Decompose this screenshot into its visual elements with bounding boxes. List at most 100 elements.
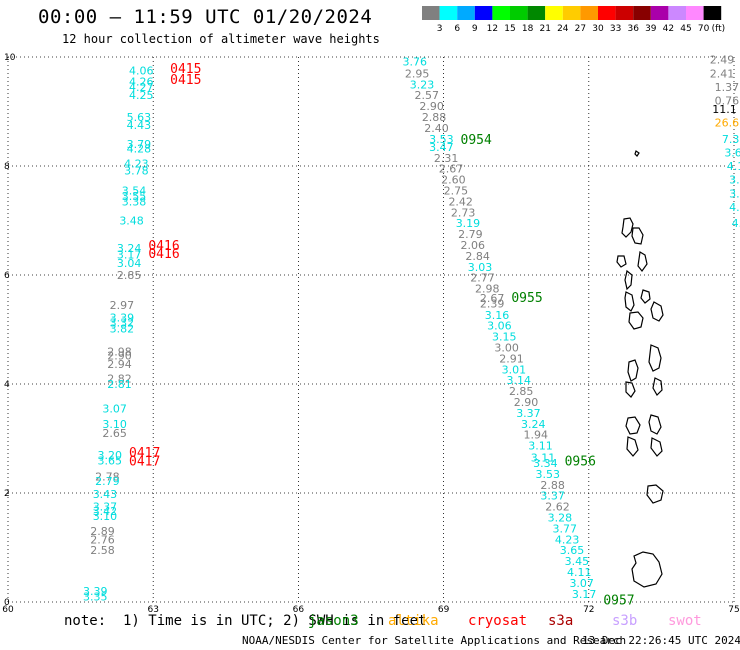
- wave-height-label: 2.58: [90, 544, 115, 557]
- wave-height-label: 2.65: [102, 427, 127, 440]
- wave-height-label: 2.95: [405, 67, 430, 80]
- wave-height-label: 3.32: [110, 316, 135, 329]
- y-tick-label: 2: [4, 489, 10, 499]
- map-title: 00:00 – 11:59 UTC 01/20/2024: [38, 6, 373, 28]
- wave-height-label: 3.28: [548, 512, 573, 525]
- wave-height-label: 3.39: [83, 585, 108, 598]
- wave-height-label: 3.77: [553, 522, 578, 535]
- colorbar-label: 6: [454, 24, 460, 34]
- wave-height-label: 3.10: [93, 510, 118, 523]
- wave-height-label: 3.: [729, 187, 740, 200]
- wave-height-label: 3.76: [402, 55, 427, 68]
- wave-height-label: 2.79: [95, 475, 120, 488]
- wave-height-label: 11.1: [712, 103, 737, 116]
- island-outline: [648, 414, 663, 457]
- colorbar-swatch: [545, 6, 563, 20]
- y-tick-label: 8: [4, 162, 10, 172]
- colorbar-swatch: [633, 6, 651, 20]
- wave-height-label: 3.16: [485, 309, 510, 322]
- wave-height-label: 0.76: [715, 95, 740, 108]
- colorbar-swatch: [703, 6, 722, 20]
- legend-note: note: 1) Time is in UTC; 2) SWH is in fe…: [64, 613, 427, 629]
- pass-time-label: 0957: [603, 593, 634, 608]
- colorbar-label: 3: [437, 24, 443, 34]
- colorbar-label: 9: [472, 24, 478, 34]
- y-tick-label: 4: [4, 380, 10, 390]
- wave-height-label: 3.14: [507, 374, 532, 387]
- wave-height-label: 3.07: [569, 577, 594, 590]
- wave-height-label: 4.28: [127, 143, 152, 156]
- wave-height-label: 2.84: [465, 250, 490, 263]
- wave-height-label: 3.43: [93, 488, 118, 501]
- wave-height-label: 3.17: [572, 588, 597, 601]
- altimeter-map: 60 63 66 69 72 75 0 2 4 6 8 10 4.064.264.274.25 5.6…: [2, 53, 740, 612]
- wave-height-label: 4.23: [555, 533, 580, 546]
- map-subtitle: 12 hour collection of altimeter wave hei…: [62, 32, 380, 46]
- wave-height-label: 3.53: [429, 133, 454, 146]
- colorbar-label: 24: [557, 24, 569, 34]
- x-tick-label: 60: [2, 605, 14, 612]
- wave-height-label: 4.11: [567, 566, 592, 579]
- y-axis-ticks: 0 2 4 6 8 10: [4, 53, 16, 608]
- y-tick-label: 0: [4, 598, 10, 608]
- wave-height-label: 3.37: [516, 407, 541, 420]
- wave-height-label: 2.76: [90, 533, 115, 546]
- colorbar-unit: (ft): [712, 24, 726, 34]
- wave-height-label: 1.37: [715, 81, 740, 94]
- wave-height-label: 2.49: [710, 54, 735, 67]
- colorbar-swatch: [615, 6, 634, 20]
- wave-height-label: 3.07: [102, 403, 127, 416]
- wave-height-label: 2.88: [422, 111, 447, 124]
- wave-height-label: 3.65: [98, 454, 123, 467]
- pass-time-label: 0415: [170, 62, 201, 77]
- colorbar-swatch: [457, 6, 475, 20]
- wave-height-label: 3.45: [565, 555, 590, 568]
- wave-height-label: 3.47: [429, 141, 454, 154]
- wave-height-label: 3.04: [117, 257, 141, 270]
- wave-height-label: 3.: [729, 174, 740, 187]
- x-axis-ticks: 60 63 66 69 72 75: [2, 605, 739, 612]
- wave-height-label: 4.06: [129, 65, 154, 78]
- satellite-legend-s3a: s3a: [548, 613, 574, 629]
- wave-height-label: 3.10: [102, 418, 127, 431]
- colorbar-swatch: [439, 6, 458, 20]
- wave-height-label: 2.75: [444, 185, 469, 198]
- satellite-legend-jason3: jason3: [308, 613, 359, 629]
- wave-height-label: 3.54: [122, 185, 146, 198]
- wave-height-label: 3.06: [487, 320, 512, 333]
- wave-height-label: 4.26: [129, 76, 154, 89]
- pass-time-label: 0955: [511, 291, 542, 306]
- wave-height-label: 3.20: [98, 449, 123, 462]
- wave-height-label: 2.79: [458, 228, 483, 241]
- wave-height-label: 2.42: [448, 195, 473, 208]
- wave-height-label: 2.85: [117, 269, 141, 282]
- x-tick-label: 69: [438, 605, 450, 612]
- maldives-coastline: [616, 150, 664, 588]
- wave-height-label: 3.37: [540, 490, 565, 503]
- island-outline: [646, 484, 664, 504]
- wave-height-label: 3.24: [117, 242, 141, 255]
- x-tick-label: 72: [583, 605, 594, 612]
- colorbar-label: 21: [539, 24, 550, 34]
- wave-height-label: 4.43: [127, 119, 152, 132]
- island-outline: [650, 301, 664, 322]
- y-tick-label: 6: [4, 271, 10, 281]
- wave-height-label: 3.24: [521, 418, 546, 431]
- wave-height-label: 2.97: [110, 299, 135, 312]
- colorbar-swatch: [474, 6, 493, 20]
- wave-height-label: 3.79: [127, 138, 152, 151]
- y-tick-label: 10: [4, 53, 16, 63]
- wave-height-label: 2.77: [470, 272, 495, 285]
- wave-height-label: 3.53: [536, 468, 561, 481]
- wave-height-label: 1.94: [523, 429, 548, 442]
- wave-height-label: 2.89: [90, 525, 115, 538]
- wave-height-label: 4.: [732, 217, 740, 230]
- island-outline: [648, 344, 663, 396]
- wave-height-label: 4.: [729, 201, 740, 214]
- colorbar-label: 27: [575, 24, 586, 34]
- wave-height-label: 4.23: [124, 157, 149, 170]
- pass-time-label: 0954: [461, 133, 492, 148]
- wave-height-label: 3.65: [560, 544, 585, 557]
- wave-height-label: 3.34: [533, 457, 558, 470]
- wave-height-label: 2.67: [439, 163, 464, 176]
